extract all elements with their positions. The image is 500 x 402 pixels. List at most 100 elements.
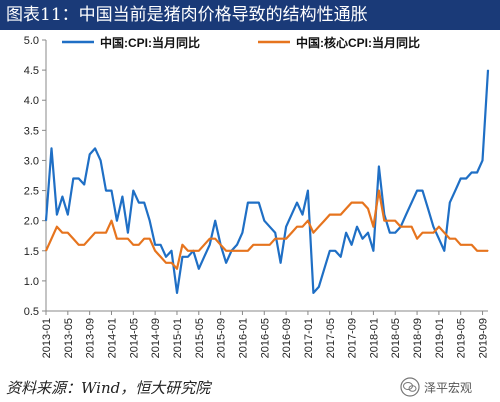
core-cpi-point xyxy=(421,232,424,234)
x-tick-label: 2014-05 xyxy=(128,318,140,358)
core-cpi-point xyxy=(280,238,282,240)
core-cpi-point xyxy=(481,250,484,252)
watermark: 泽平宏观 xyxy=(400,376,472,398)
core-cpi-point xyxy=(225,250,227,252)
core-cpi-point xyxy=(149,238,151,240)
core-cpi-point xyxy=(121,238,123,240)
cpi-point xyxy=(389,232,391,234)
cpi-point xyxy=(476,171,478,174)
core-cpi-point xyxy=(269,244,271,246)
cpi-point xyxy=(487,69,489,71)
y-tick-label: 4.5 xyxy=(24,65,39,77)
core-cpi-point xyxy=(61,232,63,234)
y-tick-label: 1.0 xyxy=(24,276,39,288)
core-cpi-point xyxy=(449,238,451,240)
cpi-point xyxy=(83,183,85,186)
x-tick-label: 2015-01 xyxy=(172,318,184,358)
core-cpi-point xyxy=(258,244,260,246)
cpi-point xyxy=(449,202,451,204)
cpi-point xyxy=(159,244,162,246)
cpi-point xyxy=(165,256,167,258)
y-tick-label: 1.5 xyxy=(24,246,39,258)
x-tick-label: 2013-01 xyxy=(41,318,53,358)
cpi-point xyxy=(149,220,151,222)
core-cpi-point xyxy=(78,244,80,246)
cpi-point xyxy=(225,262,227,264)
y-tick-label: 2.5 xyxy=(24,186,39,198)
core-cpi-point xyxy=(236,250,238,252)
core-cpi-point xyxy=(187,250,189,252)
cpi-point xyxy=(394,232,396,234)
cpi-point xyxy=(318,286,320,288)
cpi-point xyxy=(350,244,353,246)
core-cpi-point xyxy=(252,244,254,246)
core-cpi-point xyxy=(105,232,107,234)
core-cpi-point xyxy=(427,232,429,234)
cpi-point xyxy=(209,244,211,246)
cpi-point xyxy=(443,250,445,252)
cpi-point xyxy=(301,214,304,216)
core-cpi-point xyxy=(198,250,200,252)
watermark-text: 泽平宏观 xyxy=(424,380,473,395)
cpi-point xyxy=(416,189,418,192)
core-cpi-point xyxy=(165,262,167,264)
cpi-point xyxy=(471,171,473,174)
x-tick-label: 2015-05 xyxy=(194,318,206,358)
core-cpi-point xyxy=(307,220,309,222)
cpi-point xyxy=(143,202,145,204)
core-cpi-point xyxy=(214,238,216,240)
core-cpi-point xyxy=(400,226,402,228)
x-tick-label: 2013-09 xyxy=(85,318,97,358)
core-cpi-point xyxy=(138,244,140,246)
core-cpi-point xyxy=(99,232,102,234)
cpi-point xyxy=(170,250,173,252)
wechat-logo-icon xyxy=(400,377,420,397)
core-cpi-point xyxy=(432,232,435,234)
core-cpi-point xyxy=(209,238,211,240)
cpi-point xyxy=(203,256,205,258)
core-cpi-point xyxy=(460,244,462,246)
core-cpi-point xyxy=(230,250,233,252)
core-cpi-point xyxy=(143,238,145,240)
core-cpi-point xyxy=(443,232,445,234)
x-tick-label: 2019-05 xyxy=(456,318,468,358)
cpi-point xyxy=(269,226,271,228)
y-tick-label: 3.5 xyxy=(24,125,39,137)
cpi-point xyxy=(214,220,216,222)
chart-title: 图表11：中国当前是猪肉价格导致的结构性通胀 xyxy=(0,0,500,30)
core-cpi-point xyxy=(203,244,205,246)
core-cpi-point xyxy=(154,250,156,252)
cpi-point xyxy=(285,226,287,228)
core-cpi-point xyxy=(241,250,244,252)
cpi-point xyxy=(411,202,413,204)
core-cpi-point xyxy=(372,226,375,228)
cpi-point xyxy=(45,220,47,222)
core-cpi-point xyxy=(56,226,58,228)
cpi-point xyxy=(154,244,156,246)
cpi-point xyxy=(340,256,342,258)
core-cpi-point xyxy=(89,238,91,240)
cpi-point xyxy=(274,232,276,234)
y-tick-label: 0.5 xyxy=(24,306,39,318)
core-cpi-point xyxy=(301,226,304,228)
core-cpi-point xyxy=(285,238,287,240)
cpi-point xyxy=(138,202,140,204)
cpi-point xyxy=(198,268,200,270)
core-cpi-point xyxy=(318,226,320,228)
core-cpi-point xyxy=(367,208,369,210)
core-cpi-point xyxy=(323,220,325,222)
cpi-point xyxy=(460,177,462,180)
core-cpi-series-line xyxy=(44,189,488,270)
cpi-point xyxy=(361,238,364,240)
core-cpi-point xyxy=(340,214,342,216)
core-cpi-point xyxy=(110,220,113,222)
core-cpi-point xyxy=(296,226,298,228)
cpi-point xyxy=(105,189,107,192)
x-tick-label: 2014-01 xyxy=(106,318,118,358)
cpi-point xyxy=(99,159,102,162)
core-cpi-point xyxy=(67,232,69,234)
core-cpi-point xyxy=(220,244,222,246)
cpi-point xyxy=(481,159,484,162)
